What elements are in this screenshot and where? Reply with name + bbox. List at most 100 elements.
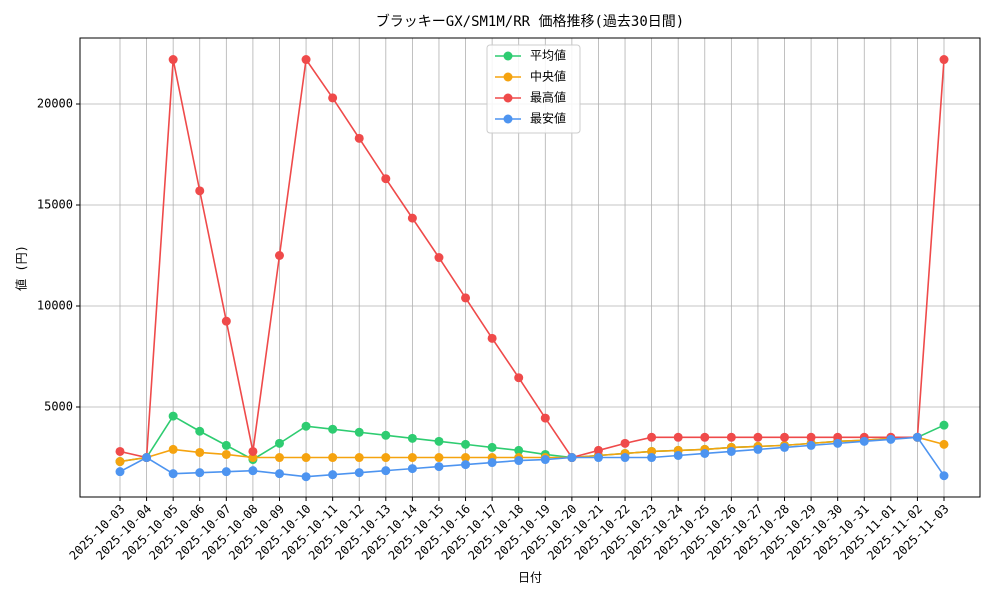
data-point xyxy=(354,427,364,437)
data-point xyxy=(620,453,630,463)
data-point xyxy=(726,446,736,456)
data-point xyxy=(434,253,444,263)
data-point xyxy=(407,453,417,463)
data-point xyxy=(115,467,125,477)
legend-label: 最高値 xyxy=(530,90,566,105)
data-point xyxy=(142,453,152,463)
data-point xyxy=(939,439,949,449)
data-point xyxy=(381,466,391,476)
data-point xyxy=(567,453,577,463)
data-point xyxy=(593,445,603,455)
data-point xyxy=(168,55,178,65)
data-point xyxy=(673,432,683,442)
data-point xyxy=(780,432,790,442)
data-point xyxy=(434,462,444,472)
data-point xyxy=(354,468,364,478)
data-point xyxy=(354,133,364,143)
data-point xyxy=(434,436,444,446)
legend-label: 平均値 xyxy=(530,48,566,63)
data-point xyxy=(168,469,178,479)
data-point xyxy=(514,373,524,383)
data-point xyxy=(328,424,338,434)
data-point xyxy=(673,450,683,460)
data-point xyxy=(939,471,949,481)
data-point xyxy=(700,432,710,442)
legend-marker xyxy=(503,114,513,124)
data-point xyxy=(461,460,471,470)
legend-box xyxy=(486,44,581,134)
data-point xyxy=(328,93,338,103)
data-point xyxy=(407,433,417,443)
data-point xyxy=(886,434,896,444)
data-point xyxy=(753,432,763,442)
data-point xyxy=(514,456,524,466)
data-point xyxy=(806,440,816,450)
legend-marker xyxy=(503,51,513,61)
data-point xyxy=(381,453,391,463)
data-point xyxy=(540,455,550,465)
data-point xyxy=(540,413,550,423)
series-line xyxy=(119,436,945,463)
y-tick-label: 15000 xyxy=(37,197,73,211)
data-point xyxy=(274,251,284,261)
data-point xyxy=(354,453,364,463)
legend-marker xyxy=(503,72,513,82)
data-point xyxy=(328,453,338,463)
data-point xyxy=(939,420,949,430)
x-axis-label: 日付 xyxy=(518,571,542,585)
data-point xyxy=(381,174,391,184)
y-tick-label: 10000 xyxy=(37,299,73,313)
data-point xyxy=(195,468,205,478)
legend-label: 最安値 xyxy=(530,111,566,126)
data-point xyxy=(461,453,471,463)
data-point xyxy=(647,432,657,442)
data-point xyxy=(726,432,736,442)
data-point xyxy=(221,316,231,326)
series-line xyxy=(119,415,945,463)
data-point xyxy=(301,472,311,482)
data-point xyxy=(434,453,444,463)
chart-title: ブラッキーGX/SM1M/RR 価格推移(過去30日間) xyxy=(376,13,684,30)
data-point xyxy=(859,436,869,446)
data-point xyxy=(487,442,497,452)
data-point xyxy=(381,430,391,440)
plot-frame xyxy=(79,37,981,498)
legend-label: 中央値 xyxy=(530,69,566,84)
data-point xyxy=(912,432,922,442)
data-point xyxy=(780,442,790,452)
data-point xyxy=(514,445,524,455)
data-point xyxy=(328,470,338,480)
data-point xyxy=(487,458,497,468)
data-point xyxy=(168,444,178,454)
data-point xyxy=(115,446,125,456)
data-point xyxy=(700,448,710,458)
data-point xyxy=(195,186,205,196)
data-point xyxy=(833,438,843,448)
data-point xyxy=(407,464,417,474)
data-point xyxy=(221,440,231,450)
data-point xyxy=(274,438,284,448)
y-axis-label: 値 (円) xyxy=(14,245,29,291)
y-tick-label: 20000 xyxy=(37,96,73,110)
data-point xyxy=(248,446,258,456)
data-point xyxy=(461,293,471,303)
data-point xyxy=(487,333,497,343)
data-point xyxy=(301,453,311,463)
data-point xyxy=(195,426,205,436)
data-point xyxy=(301,55,311,65)
data-point xyxy=(274,453,284,463)
data-point xyxy=(274,469,284,479)
data-point xyxy=(195,447,205,457)
data-point xyxy=(620,438,630,448)
data-point xyxy=(221,449,231,459)
data-point xyxy=(115,457,125,467)
data-point xyxy=(806,432,816,442)
data-point xyxy=(939,55,949,65)
data-point xyxy=(753,444,763,454)
data-point xyxy=(647,453,657,463)
legend-marker xyxy=(503,93,513,103)
data-point xyxy=(248,466,258,476)
data-point xyxy=(461,439,471,449)
y-tick-label: 5000 xyxy=(44,400,73,414)
